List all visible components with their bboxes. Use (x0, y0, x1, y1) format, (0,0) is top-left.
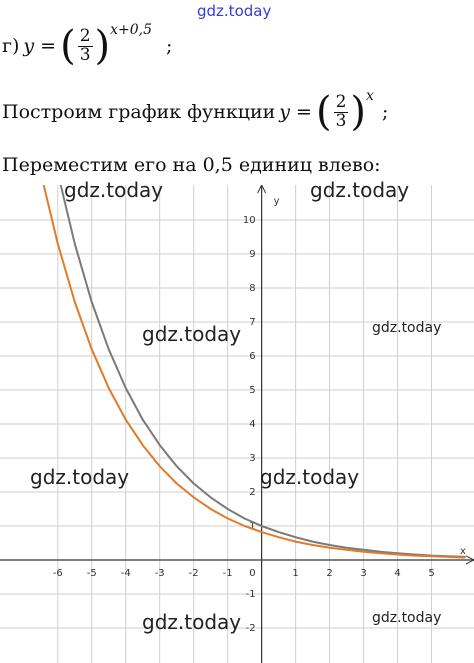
x-tick-label: -4 (121, 568, 131, 579)
x-tick-label: -3 (155, 568, 165, 579)
formula-lhs: y = (279, 101, 312, 123)
y-tick-label: -2 (246, 623, 256, 634)
origin-label: 0 (249, 568, 255, 579)
formula-lhs: y = (23, 35, 57, 57)
x-tick-label: -5 (87, 568, 97, 579)
curve (59, 185, 466, 558)
step-line: Переместим его на 0,5 единиц влево: (2, 154, 381, 176)
x-tick-label: 1 (292, 568, 298, 579)
y-tick-label: 5 (249, 385, 255, 396)
task-label: г) (2, 35, 20, 57)
axis-arrow (465, 555, 474, 565)
watermark: gdz.today (64, 178, 164, 202)
y-tick-label: 7 (249, 317, 255, 328)
watermark: gdz.today (142, 322, 242, 346)
x-tick-label: -6 (53, 568, 63, 579)
graph: -6 -5 -4 -3 -2 -1 1 2 3 4 5 -2 -1 1 2 3 4 5 6 7 8 9 10 x y 0 (0, 185, 474, 663)
y-tick-label: 2 (249, 487, 255, 498)
x-tick-label: 2 (326, 568, 332, 579)
watermark: gdz.today (372, 610, 442, 626)
semicolon: ; (166, 35, 173, 57)
x-tick-label: 4 (394, 568, 400, 579)
x-tick-label: -1 (223, 568, 233, 579)
x-tick-label: 5 (428, 568, 434, 579)
exponent: x (366, 88, 374, 104)
y-tick-label: 9 (249, 249, 255, 260)
watermark: gdz.today (30, 465, 130, 489)
denominator: 3 (335, 110, 347, 131)
task-line: г) y = (2 3) x+0,5 ; (2, 22, 173, 69)
semicolon: ; (381, 101, 389, 123)
step-text: Построим график функции (2, 101, 276, 123)
step-text: Переместим его на 0,5 единиц влево: (2, 154, 381, 176)
y-tick-label: 1 (249, 521, 255, 532)
y-axis-label: y (274, 196, 280, 207)
x-tick-label: 3 (360, 568, 366, 579)
denominator: 3 (79, 44, 91, 65)
x-axis-label: x (460, 546, 466, 557)
x-tick-label: -2 (189, 568, 199, 579)
curve (42, 185, 466, 559)
y-tick-label: 10 (243, 215, 256, 226)
y-tick-label: 8 (249, 283, 255, 294)
curves (42, 185, 466, 559)
watermark: gdz.today (142, 610, 242, 634)
axis-arrow (257, 185, 267, 194)
numerator: 2 (77, 25, 93, 47)
y-tick-label: 4 (249, 419, 255, 430)
watermark: gdz.today (260, 465, 360, 489)
watermark: gdz.today (197, 2, 272, 20)
y-tick-label: 3 (249, 453, 255, 464)
numerator: 2 (333, 91, 349, 113)
y-tick-label: 6 (249, 351, 255, 362)
exponent: x+0,5 (110, 22, 153, 38)
step-line: Построим график функции y = (2 3) x ; (2, 88, 389, 135)
y-tick-label: -1 (246, 589, 256, 600)
watermark: gdz.today (372, 320, 442, 336)
watermark: gdz.today (310, 178, 410, 202)
